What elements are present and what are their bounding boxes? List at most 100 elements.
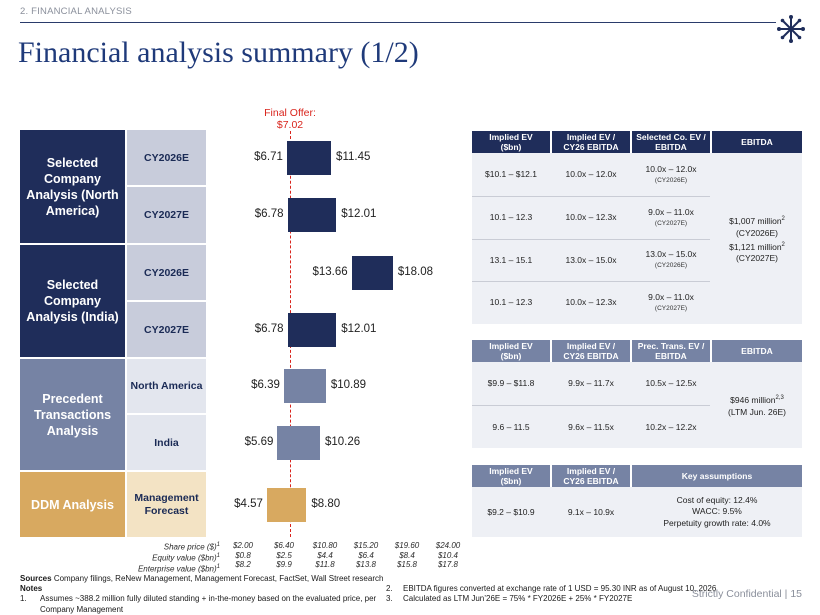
table2-row2-implied-ev: 9.6 – 11.5 xyxy=(492,421,530,432)
row-header-na-cy2027e: CY2027E xyxy=(127,187,206,243)
table1-body-bg xyxy=(472,153,802,324)
axis-tick-label: $24.00 $10.4 $17.8 xyxy=(428,541,468,570)
sources-label: Sources xyxy=(20,574,52,583)
row-header-precedent-na: North America xyxy=(127,359,206,413)
axis-tick-value: $0.8 xyxy=(235,550,251,560)
table1-header-selected-co: Selected Co. EV / EBITDA xyxy=(632,131,710,153)
ev-caption-text: Enterprise value ($bn) xyxy=(137,564,217,574)
axis-tick-value: $8.2 xyxy=(235,560,251,569)
ev-axis-caption: Enterprise value ($bn)1 xyxy=(70,563,220,574)
footer-sources: Sources Company filings, ReNew Managemen… xyxy=(20,574,400,585)
table1-ebitda-line4: (CY2027E) xyxy=(735,253,779,264)
table2-header-prec-trans: Prec. Trans. EV / EBITDA xyxy=(632,340,710,362)
table3-body-bg xyxy=(472,487,802,537)
table2-header-prec-trans-text: Prec. Trans. EV / EBITDA xyxy=(637,341,705,361)
table1-multiple-range: 9.0x – 11.0x xyxy=(648,206,694,217)
axis-tick-value: $10.4 xyxy=(437,550,459,560)
range-low-label: $4.57 xyxy=(234,497,263,510)
section-label: 2. FINANCIAL ANALYSIS xyxy=(20,6,132,17)
range-high-label: $18.08 xyxy=(397,265,434,278)
axis-tick-value: $10.80 xyxy=(312,541,338,550)
table1-header-ebitda: EBITDA xyxy=(712,131,802,153)
group-selected-company-india: Selected Company Analysis (India) xyxy=(20,245,125,357)
table2-row2-prec-multiple: 10.2x – 12.2x xyxy=(645,421,697,432)
table1-row-divider xyxy=(472,239,710,240)
share-price-caption-text: Share price ($) xyxy=(163,542,217,552)
final-offer-label: Final Offer: $7.02 xyxy=(250,107,330,131)
table1-cell: 10.0x – 12.0x xyxy=(565,169,617,179)
table1-cell: 10.0x – 12.0x (CY2026E) xyxy=(632,153,710,196)
share-price-axis-caption: Share price ($)1 xyxy=(70,541,220,552)
notes-label-text: Notes xyxy=(20,584,43,593)
table1-header-selected-co-text: Selected Co. EV / EBITDA xyxy=(636,132,706,152)
row-header-na-cy2026e: CY2026E xyxy=(127,130,206,185)
group-selected-company-na: Selected Company Analysis (North America… xyxy=(20,130,125,243)
axis-tick-value: $4.4 xyxy=(317,550,333,560)
range-bar xyxy=(266,487,307,522)
table3-header-implied-ev: Implied EV ($bn) xyxy=(472,465,550,487)
note2-number: 2. xyxy=(386,584,393,593)
axis-tick-value: $8.4 xyxy=(399,550,415,560)
row-header-management-line2: Forecast xyxy=(144,504,189,517)
page-title: Financial analysis summary (1/2) xyxy=(18,36,419,69)
table1-header-implied-ev-text: Implied EV ($bn) xyxy=(489,132,533,152)
row-header-india-cy2027e: CY2027E xyxy=(127,302,206,357)
note1-number: 1. xyxy=(20,594,27,603)
final-offer-value: $7.02 xyxy=(276,119,304,131)
table1-header-implied-multiple: Implied EV / CY26 EBITDA xyxy=(552,131,630,153)
equity-caption-text: Equity value ($bn) xyxy=(152,553,217,563)
axis-tick-label: $19.60 $8.4 $15.8 xyxy=(387,541,427,570)
sources-text: Company filings, ReNew Management, Manag… xyxy=(53,574,384,583)
table2-ebitda-line1: $946 million2,3 xyxy=(730,392,784,406)
table2-ebitda-value: $946 million xyxy=(730,394,776,405)
range-bar xyxy=(351,255,393,290)
range-bar xyxy=(277,425,320,460)
range-low-label: $13.66 xyxy=(312,265,348,278)
range-low-label: $5.69 xyxy=(244,435,274,448)
table3-header-implied-ev-text: Implied EV ($bn) xyxy=(489,466,533,486)
table2-header-ebitda: EBITDA xyxy=(712,340,802,362)
ev-footnote: 1 xyxy=(216,564,220,571)
table1-cell: 10.1 – 12.3 xyxy=(489,212,533,222)
axis-tick-value: $24.00 xyxy=(435,541,461,550)
table1-cell: $10.1 – $12.1 xyxy=(485,169,537,179)
range-low-label: $6.78 xyxy=(254,208,284,220)
range-high-label: $10.89 xyxy=(330,379,367,391)
table1-multiple-range: 13.0x – 15.0x xyxy=(645,249,697,259)
table1-header-implied-ev: Implied EV ($bn) xyxy=(472,131,550,153)
row-header-precedent-india: India xyxy=(127,415,206,470)
range-low-label: $6.71 xyxy=(254,150,283,163)
perpetuity-growth: Perpetuity growth rate: 4.0% xyxy=(663,517,771,528)
table2-header-implied-ev-text: Implied EV ($bn) xyxy=(489,341,533,361)
table2-ebitda-line2: (LTM Jun. 26E) xyxy=(728,406,786,417)
range-low-label: $6.78 xyxy=(254,322,284,335)
confidential-footer: Strictly Confidential | 15 xyxy=(692,588,802,600)
table1-cell: 13.0x – 15.0x (CY2026E) xyxy=(632,239,710,281)
table1-cell: 13.0x – 15.0x xyxy=(565,254,617,265)
table2-row-divider xyxy=(472,405,710,406)
table3-header-key-assumptions: Key assumptions xyxy=(632,465,802,487)
axis-tick-value: $15.20 xyxy=(353,541,379,550)
table2-row2-implied-multiple: 9.6x – 11.5x xyxy=(568,421,614,432)
table1-year-tag: (CY2027E) xyxy=(654,219,688,227)
axis-tick-value: $13.8 xyxy=(355,560,377,569)
table2-header-implied-multiple-text: Implied EV / CY26 EBITDA xyxy=(563,341,619,361)
range-bar xyxy=(287,198,337,232)
axis-tick-value: $9.9 xyxy=(276,560,292,569)
wacc: WACC: 9.5% xyxy=(692,506,742,517)
table1-ebitda-line1: $1,007 million2 xyxy=(729,213,785,227)
group-ddm-analysis: DDM Analysis xyxy=(20,472,125,537)
table3-implied-ev: $9.2 – $10.9 xyxy=(487,506,535,517)
table1-ebitda-sup1: 2 xyxy=(781,215,785,222)
axis-tick-label: $2.00 $0.8 $8.2 xyxy=(223,541,263,570)
axis-tick-value: $6.40 xyxy=(273,541,295,550)
table2-ebitda-sup: 2,3 xyxy=(775,395,784,402)
axis-captions: Share price ($)1 Equity value ($bn)1 Ent… xyxy=(70,541,220,574)
page-number: 15 xyxy=(790,588,802,600)
table1-year-tag: (CY2026E) xyxy=(654,262,688,269)
note3-text: Calculated as LTM Jun’26E = 75% * FY2026… xyxy=(403,594,633,603)
row-header-india-cy2026e: CY2026E xyxy=(127,245,206,300)
range-bar xyxy=(287,312,337,347)
group-precedent-transactions: Precedent Transactions Analysis xyxy=(20,359,125,470)
table1-row-divider xyxy=(472,196,710,197)
